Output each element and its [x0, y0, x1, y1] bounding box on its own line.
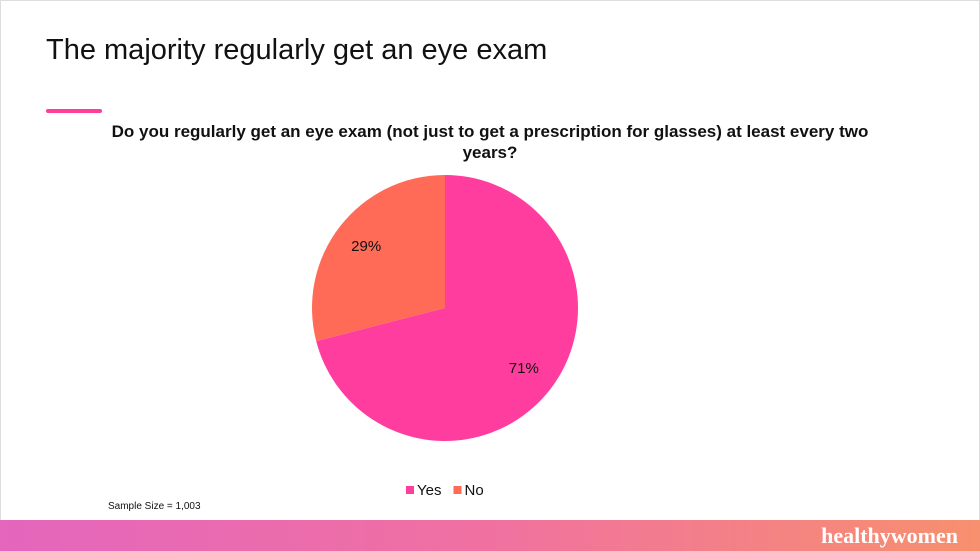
- footer-bar: healthywomen: [0, 520, 980, 551]
- pie-slice: [312, 175, 445, 342]
- slide-title: The majority regularly get an eye exam: [46, 34, 548, 66]
- accent-line: [46, 109, 102, 113]
- sample-note: Sample Size = 1,003: [108, 501, 201, 512]
- legend-label: Yes: [417, 482, 441, 499]
- brand-logo: healthywomen: [821, 523, 958, 548]
- legend-label: No: [464, 482, 483, 499]
- chart-title: Do you regularly get an eye exam (not ju…: [111, 122, 869, 162]
- legend-swatch: [453, 486, 462, 494]
- legend-swatch: [406, 486, 414, 494]
- pie-slice: [316, 175, 578, 441]
- data-label: 71%: [509, 360, 539, 377]
- data-label: 29%: [351, 238, 381, 255]
- chart: 71% 29% Yes No: [312, 175, 578, 499]
